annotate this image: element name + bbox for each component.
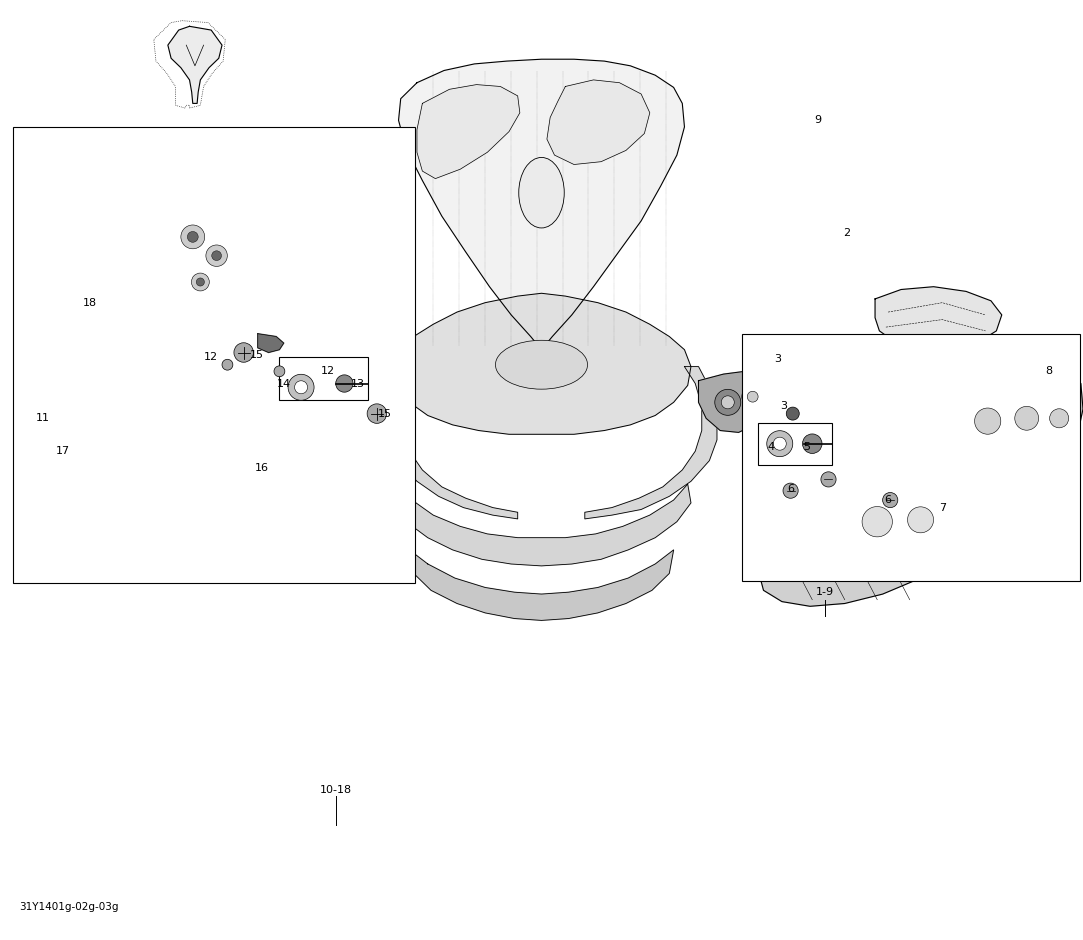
Text: 1-9: 1-9 <box>817 588 834 597</box>
Circle shape <box>1015 406 1039 431</box>
Circle shape <box>908 507 934 533</box>
Circle shape <box>187 231 198 243</box>
Text: 17: 17 <box>55 446 70 456</box>
Circle shape <box>206 245 227 266</box>
Text: 13: 13 <box>351 379 364 388</box>
Circle shape <box>181 225 205 249</box>
Text: 9: 9 <box>814 116 821 125</box>
Polygon shape <box>16 404 97 489</box>
Circle shape <box>883 493 898 508</box>
Ellipse shape <box>519 157 564 228</box>
Circle shape <box>747 391 758 402</box>
Bar <box>279 357 368 400</box>
Circle shape <box>336 375 353 392</box>
Circle shape <box>212 251 222 260</box>
Polygon shape <box>244 134 368 193</box>
Text: 2: 2 <box>844 228 850 238</box>
Polygon shape <box>409 550 674 620</box>
Circle shape <box>862 507 892 537</box>
Polygon shape <box>381 365 518 519</box>
Text: 4: 4 <box>768 442 774 451</box>
Polygon shape <box>417 85 520 179</box>
Circle shape <box>274 366 285 377</box>
Text: 8: 8 <box>1045 367 1052 376</box>
Polygon shape <box>921 337 988 376</box>
Polygon shape <box>168 26 222 103</box>
Text: 5: 5 <box>804 442 810 451</box>
Polygon shape <box>821 484 975 555</box>
Text: 12: 12 <box>204 352 219 362</box>
Text: 7: 7 <box>939 503 945 512</box>
Polygon shape <box>392 484 691 566</box>
Text: 31Y1401g-02g-03g: 31Y1401g-02g-03g <box>19 902 119 912</box>
Circle shape <box>715 389 741 415</box>
Polygon shape <box>100 263 269 357</box>
Circle shape <box>767 431 793 457</box>
Circle shape <box>1049 409 1069 428</box>
Circle shape <box>83 225 122 264</box>
Circle shape <box>197 236 236 275</box>
Circle shape <box>786 407 799 420</box>
Text: 18: 18 <box>82 298 97 307</box>
Polygon shape <box>875 287 1002 350</box>
Text: 15: 15 <box>378 409 391 418</box>
Polygon shape <box>699 371 774 432</box>
Polygon shape <box>399 59 684 350</box>
Circle shape <box>222 359 233 370</box>
Circle shape <box>295 381 308 394</box>
Circle shape <box>196 278 205 286</box>
Text: 12: 12 <box>321 367 336 376</box>
Polygon shape <box>392 293 691 434</box>
Circle shape <box>171 215 214 258</box>
Circle shape <box>184 266 217 298</box>
Circle shape <box>721 396 734 409</box>
Text: 3: 3 <box>781 401 787 411</box>
Polygon shape <box>547 80 650 164</box>
Polygon shape <box>45 202 165 287</box>
Circle shape <box>234 343 253 362</box>
Circle shape <box>73 214 133 274</box>
Circle shape <box>964 398 1012 445</box>
Circle shape <box>821 472 836 487</box>
Text: 16: 16 <box>256 463 269 473</box>
Circle shape <box>783 483 798 498</box>
Polygon shape <box>143 202 265 312</box>
Circle shape <box>1042 401 1077 435</box>
Bar <box>742 334 1080 581</box>
Text: 15: 15 <box>250 351 263 360</box>
Circle shape <box>367 404 387 423</box>
Text: 6: 6 <box>787 484 794 494</box>
Polygon shape <box>923 359 1083 478</box>
Circle shape <box>288 374 314 400</box>
Text: 11: 11 <box>37 414 50 423</box>
Circle shape <box>850 494 904 549</box>
Text: 14: 14 <box>276 379 291 388</box>
Ellipse shape <box>495 340 588 389</box>
Circle shape <box>899 498 942 541</box>
Text: 10-18: 10-18 <box>319 785 352 794</box>
Circle shape <box>742 385 764 408</box>
Polygon shape <box>258 334 284 352</box>
Circle shape <box>192 273 209 291</box>
Bar <box>13 127 415 583</box>
Polygon shape <box>585 367 717 519</box>
Text: 6: 6 <box>885 495 891 505</box>
Circle shape <box>773 437 786 450</box>
Circle shape <box>975 408 1001 434</box>
Circle shape <box>803 434 822 453</box>
Circle shape <box>1005 397 1048 440</box>
Polygon shape <box>760 522 980 606</box>
Text: 3: 3 <box>774 354 781 364</box>
Bar <box>758 423 832 465</box>
